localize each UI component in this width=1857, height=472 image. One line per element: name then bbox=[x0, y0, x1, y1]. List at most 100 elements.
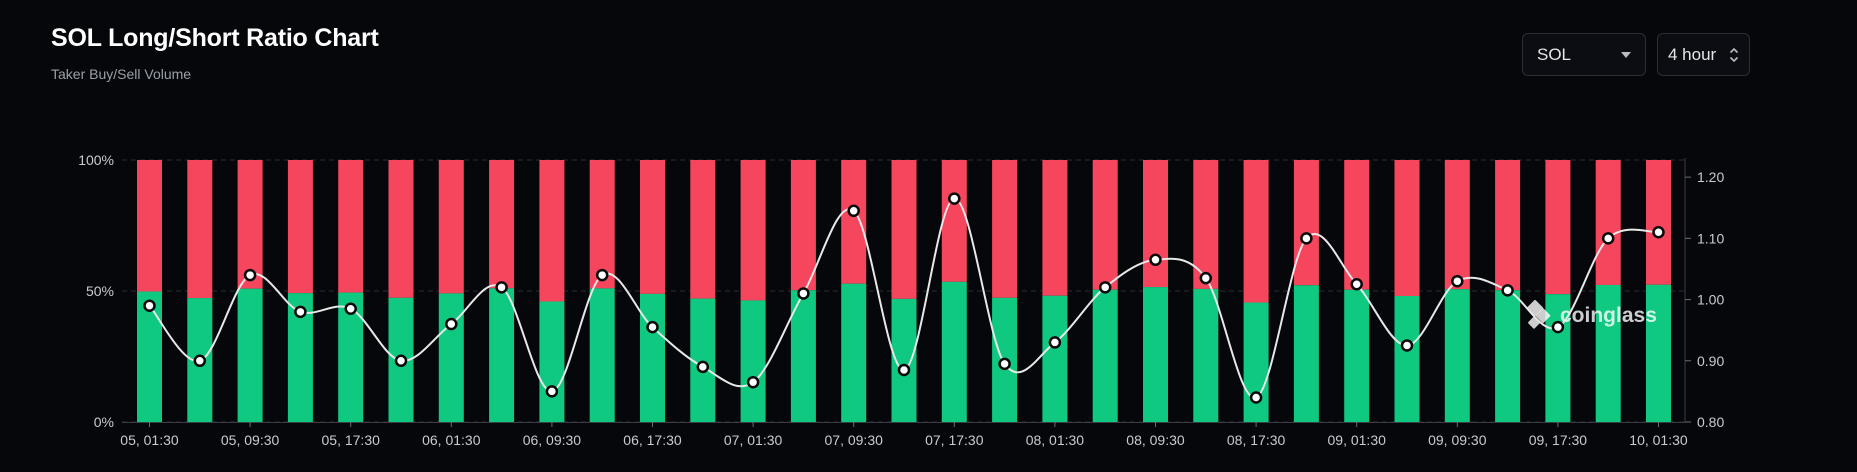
short-bar bbox=[690, 160, 716, 299]
ratio-point bbox=[394, 354, 408, 368]
ratio-point bbox=[1300, 232, 1313, 245]
ratio-point bbox=[1501, 284, 1514, 297]
x-tick-label: 07, 09:30 bbox=[825, 432, 884, 448]
x-tick-label: 09, 01:30 bbox=[1328, 432, 1387, 448]
short-bar bbox=[941, 160, 967, 282]
short-bar bbox=[1344, 160, 1370, 290]
watermark: coinglass bbox=[1526, 299, 1657, 329]
short-bar bbox=[1193, 160, 1219, 289]
right-tick-label: 1.20 bbox=[1697, 169, 1724, 185]
short-bar bbox=[287, 160, 313, 294]
short-bar bbox=[1595, 160, 1621, 285]
x-tick-label: 05, 17:30 bbox=[322, 432, 381, 448]
short-bar bbox=[891, 160, 917, 299]
ratio-point bbox=[847, 204, 860, 218]
page-subtitle: Taker Buy/Sell Volume bbox=[51, 66, 192, 82]
up-down-chevron-icon bbox=[1729, 47, 1739, 63]
ratio-point bbox=[1098, 281, 1112, 294]
right-axis: 0.80 0.90 1.00 1.10 1.20 bbox=[1684, 158, 1724, 430]
ratio-point bbox=[344, 302, 357, 316]
short-bar bbox=[1243, 160, 1269, 303]
ratio-point bbox=[1199, 271, 1213, 285]
x-tick-label: 08, 09:30 bbox=[1126, 432, 1185, 448]
short-bar bbox=[790, 160, 816, 291]
short-bar bbox=[640, 160, 665, 294]
x-tick-label: 06, 17:30 bbox=[623, 432, 682, 448]
ratio-point bbox=[1249, 391, 1263, 404]
right-tick-label: 1.10 bbox=[1697, 230, 1724, 246]
short-bar bbox=[1092, 160, 1118, 290]
short-bar bbox=[841, 160, 867, 284]
long-bar bbox=[841, 283, 867, 422]
chevron-down-icon bbox=[1621, 52, 1631, 58]
symbol-select-value: SOL bbox=[1537, 44, 1572, 64]
watermark-text: coinglass bbox=[1560, 304, 1657, 327]
short-bar bbox=[187, 160, 213, 299]
x-tick-label: 07, 17:30 bbox=[925, 432, 984, 448]
left-tick-label: 0% bbox=[94, 414, 114, 430]
x-tick-label: 08, 01:30 bbox=[1026, 432, 1085, 448]
ratio-point bbox=[1048, 336, 1062, 349]
ratio-line bbox=[143, 192, 1665, 404]
short-bar bbox=[1646, 160, 1671, 285]
interval-select[interactable]: 4 hour bbox=[1657, 33, 1750, 76]
interval-select-value: 4 hour bbox=[1668, 44, 1717, 64]
x-tick-label: 05, 09:30 bbox=[221, 432, 280, 448]
short-bar bbox=[1545, 160, 1571, 295]
symbol-select[interactable]: SOL bbox=[1522, 33, 1646, 76]
ratio-point bbox=[193, 354, 207, 368]
ratio-point bbox=[294, 305, 307, 319]
right-tick-label: 0.90 bbox=[1697, 353, 1724, 369]
x-tick-label: 10, 01:30 bbox=[1629, 432, 1688, 448]
short-bar bbox=[489, 160, 515, 289]
x-tick-label: 09, 09:30 bbox=[1428, 432, 1487, 448]
ratio-point bbox=[1400, 339, 1414, 352]
short-bar bbox=[388, 160, 414, 298]
ratio-point bbox=[998, 357, 1011, 371]
short-bar bbox=[1042, 160, 1068, 296]
long-bar bbox=[1344, 289, 1370, 422]
ratio-point bbox=[545, 385, 559, 398]
long-bar bbox=[1595, 284, 1621, 422]
x-tick-label: 09, 17:30 bbox=[1529, 432, 1588, 448]
short-bar bbox=[539, 160, 565, 302]
short-bar bbox=[438, 160, 464, 294]
ratio-point bbox=[1149, 253, 1162, 267]
long-bar bbox=[1092, 289, 1118, 422]
x-tick-label: 08, 17:30 bbox=[1227, 432, 1286, 448]
left-axis: 0% 50% 100% bbox=[78, 152, 114, 430]
ratio-point bbox=[1601, 232, 1615, 245]
long-bar bbox=[1243, 302, 1269, 422]
long-bar bbox=[740, 300, 766, 422]
x-tick-label: 05, 01:30 bbox=[120, 432, 179, 448]
long-bar bbox=[1444, 289, 1470, 422]
long-bar bbox=[640, 293, 665, 422]
ratio-point bbox=[1652, 225, 1665, 239]
right-tick-label: 1.00 bbox=[1697, 292, 1724, 308]
ratio-point bbox=[243, 268, 257, 282]
ratio-point bbox=[746, 375, 760, 389]
short-bar bbox=[237, 160, 263, 289]
short-bar bbox=[1293, 160, 1319, 286]
short-bar bbox=[992, 160, 1018, 298]
ratio-point bbox=[595, 268, 609, 282]
ratio-point bbox=[897, 363, 911, 377]
long-bar bbox=[489, 288, 515, 422]
long-bar bbox=[1143, 287, 1168, 422]
short-bar bbox=[1444, 160, 1470, 290]
short-bar bbox=[589, 160, 615, 289]
long-bar bbox=[438, 293, 464, 422]
short-bar bbox=[1495, 160, 1521, 291]
long-bar bbox=[539, 301, 565, 422]
short-bar bbox=[1394, 160, 1420, 296]
page-title: SOL Long/Short Ratio Chart bbox=[51, 24, 379, 52]
ratio-point bbox=[646, 320, 659, 334]
long-bar bbox=[1193, 288, 1219, 422]
x-axis: 05, 01:30 05, 09:30 05, 17:30 06, 01:30 06, … bbox=[120, 422, 1688, 448]
x-tick-label: 06, 01:30 bbox=[422, 432, 481, 448]
long-bar bbox=[589, 288, 615, 422]
ratio-point bbox=[1350, 278, 1363, 291]
short-bar bbox=[338, 160, 364, 293]
short-bar bbox=[1143, 160, 1168, 288]
